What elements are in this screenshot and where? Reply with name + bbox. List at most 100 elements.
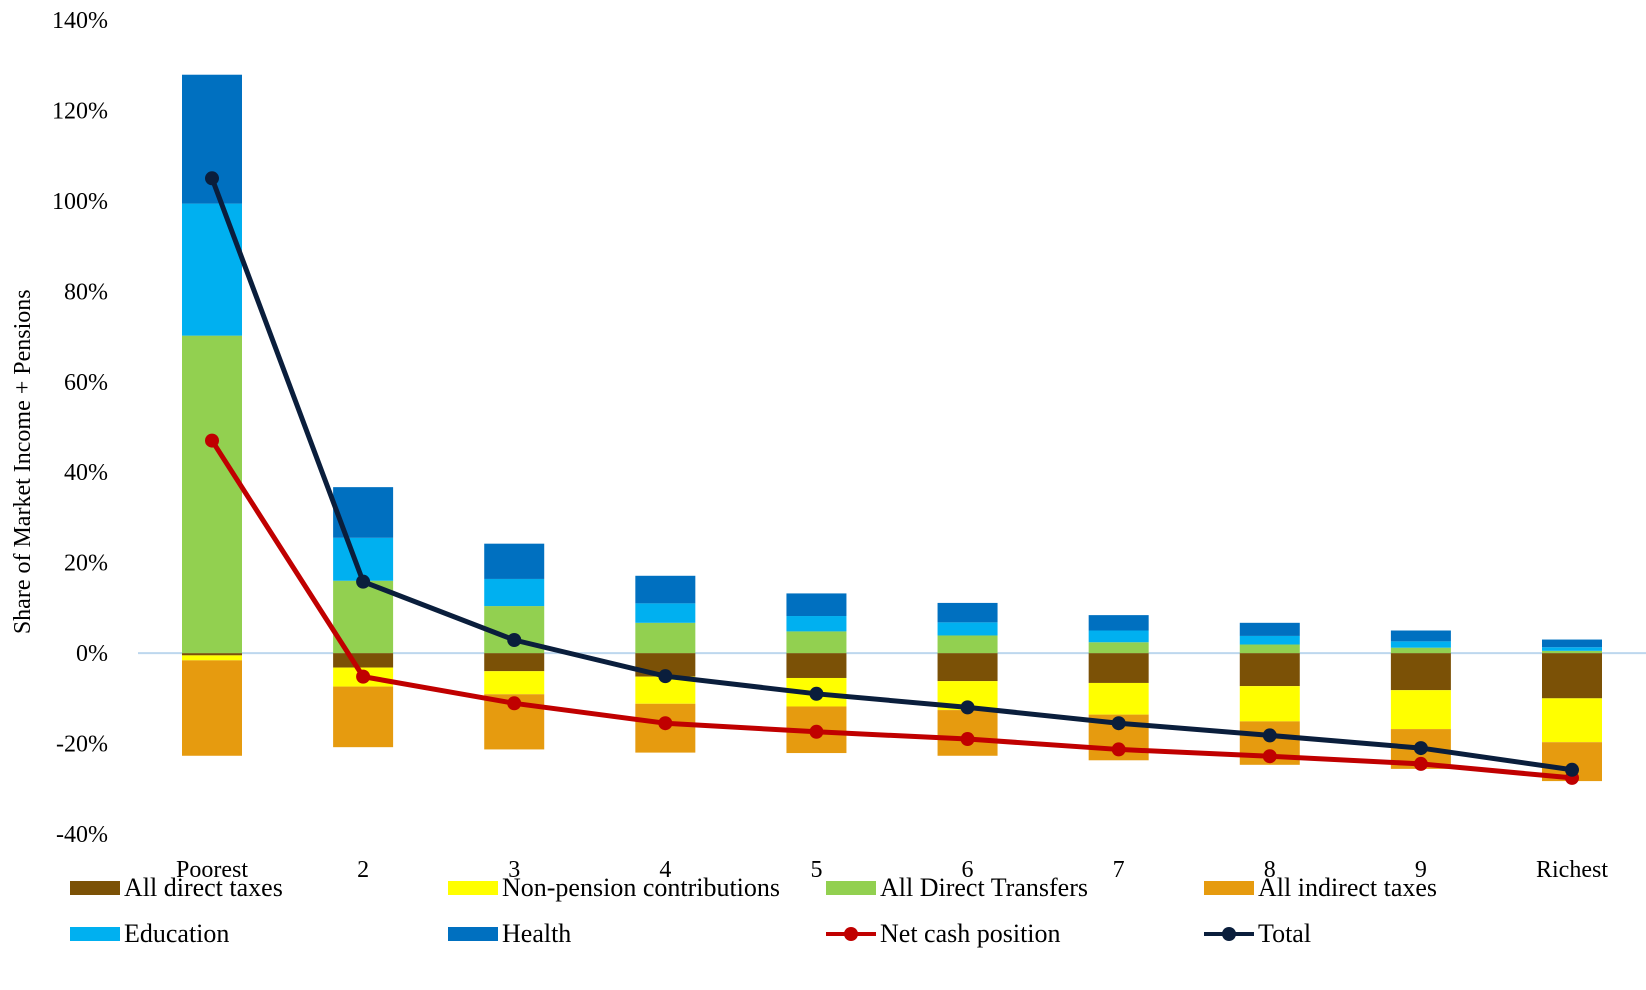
bar-segment xyxy=(786,616,847,632)
series-point xyxy=(1413,756,1428,771)
bar-segment xyxy=(1390,630,1451,642)
bar-segment xyxy=(333,653,394,668)
bar-segment xyxy=(484,578,545,607)
bar-segment xyxy=(1542,639,1602,648)
x-tick-label: 4 xyxy=(659,857,671,883)
legend-label: Net cash position xyxy=(880,919,1061,948)
legend-line-swatch xyxy=(826,926,876,942)
series-point xyxy=(658,669,673,684)
series-point xyxy=(1262,749,1277,764)
y-tick-label: 40% xyxy=(64,460,108,486)
y-tick-label: 0% xyxy=(76,641,108,667)
series-point xyxy=(960,732,975,747)
legend-swatch xyxy=(70,927,120,941)
series-point xyxy=(1111,716,1126,731)
bar-segment xyxy=(1390,647,1451,654)
legend-item: Total xyxy=(1204,914,1311,954)
bar-segment xyxy=(1239,635,1300,645)
series-point xyxy=(205,171,219,186)
bar-segment xyxy=(635,622,696,654)
bar-segment xyxy=(1239,653,1300,687)
legend-item: Health xyxy=(448,914,571,954)
bar-segment xyxy=(182,660,242,756)
bar-segment xyxy=(182,653,242,656)
x-tick-label: Richest xyxy=(1536,857,1608,883)
series-line xyxy=(209,177,1573,773)
y-tick-label: 140% xyxy=(52,8,108,34)
bar-segment xyxy=(333,686,394,748)
x-tick-label: 6 xyxy=(962,857,974,883)
y-tick-label: 120% xyxy=(52,98,108,124)
y-tick-label: -40% xyxy=(56,822,108,848)
series-point xyxy=(809,686,824,701)
y-tick-label: -20% xyxy=(56,732,108,758)
series-point xyxy=(960,700,975,715)
y-axis-ticks: -40% -20% 0% 20% 40% 60% 80% 100% 120% 140% xyxy=(52,8,108,848)
bar-segment xyxy=(182,335,242,654)
x-axis-ticks: Poorest 2 3 4 5 6 7 8 9 Richest xyxy=(176,857,1608,883)
bar-segment xyxy=(786,593,847,617)
x-tick-label: 7 xyxy=(1113,857,1125,883)
bar-segment xyxy=(484,653,545,672)
legend-swatch xyxy=(1204,881,1254,895)
legend-item: Education xyxy=(70,914,229,954)
line-series xyxy=(205,171,1579,785)
x-tick-label: Poorest xyxy=(176,857,248,883)
bar-segment xyxy=(1542,650,1602,654)
legend-item: All Direct Transfers xyxy=(826,868,1088,908)
bar-segment xyxy=(937,622,998,636)
y-tick-label: 80% xyxy=(64,279,108,305)
bar-segment xyxy=(1239,644,1300,654)
series-point xyxy=(205,433,219,448)
bar-segment xyxy=(333,537,394,581)
series-point xyxy=(809,724,824,739)
legend-label: Education xyxy=(124,919,230,948)
bar-segment xyxy=(786,653,847,678)
bar-segment xyxy=(1088,642,1149,654)
bar-segment xyxy=(1542,653,1602,699)
legend-item: All indirect taxes xyxy=(1204,868,1437,908)
bar-segment xyxy=(937,653,998,682)
series-point xyxy=(1413,741,1428,756)
y-tick-label: 100% xyxy=(52,189,108,215)
legend-label: All indirect taxes xyxy=(1258,873,1438,902)
x-tick-label: 3 xyxy=(508,857,520,883)
series-point xyxy=(1262,728,1277,743)
series-point xyxy=(356,574,371,589)
series-point xyxy=(507,632,522,647)
y-tick-label: 60% xyxy=(64,370,108,396)
bar-segment xyxy=(1542,698,1602,743)
legend-item: Non-pension contributions xyxy=(448,868,780,908)
bar-segment xyxy=(1088,653,1149,683)
x-tick-label: 8 xyxy=(1264,857,1276,883)
bar-segment xyxy=(1088,630,1149,643)
bar-segment xyxy=(1390,690,1451,730)
legend-label: All Direct Transfers xyxy=(880,873,1088,902)
bar-segment xyxy=(1239,622,1300,636)
legend-label: Non-pension contributions xyxy=(502,873,781,902)
legend: All direct taxes Non-pension contribution… xyxy=(70,868,1610,978)
legend-label: Total xyxy=(1258,919,1312,948)
bar-segment xyxy=(786,631,847,654)
series-point xyxy=(507,696,522,711)
bar-segment xyxy=(484,671,545,695)
bar-segment xyxy=(1390,653,1451,691)
bar-segment xyxy=(1390,641,1451,648)
legend-item: All direct taxes xyxy=(70,868,283,908)
series-point xyxy=(1111,742,1126,757)
bar-segment xyxy=(1088,682,1149,715)
x-tick-label: 2 xyxy=(357,857,369,883)
y-tick-label: 20% xyxy=(64,551,108,577)
legend-label: All direct taxes xyxy=(124,873,283,902)
bar-segment xyxy=(635,575,696,604)
bar-segment xyxy=(937,602,998,623)
legend-swatch xyxy=(70,881,120,895)
x-tick-label: 9 xyxy=(1415,857,1427,883)
bar-segment xyxy=(937,635,998,654)
bars xyxy=(182,74,1602,782)
bar-segment xyxy=(635,603,696,623)
bar-segment xyxy=(1542,647,1602,651)
legend-item: Net cash position xyxy=(826,914,1061,954)
bar-segment xyxy=(1239,686,1300,722)
